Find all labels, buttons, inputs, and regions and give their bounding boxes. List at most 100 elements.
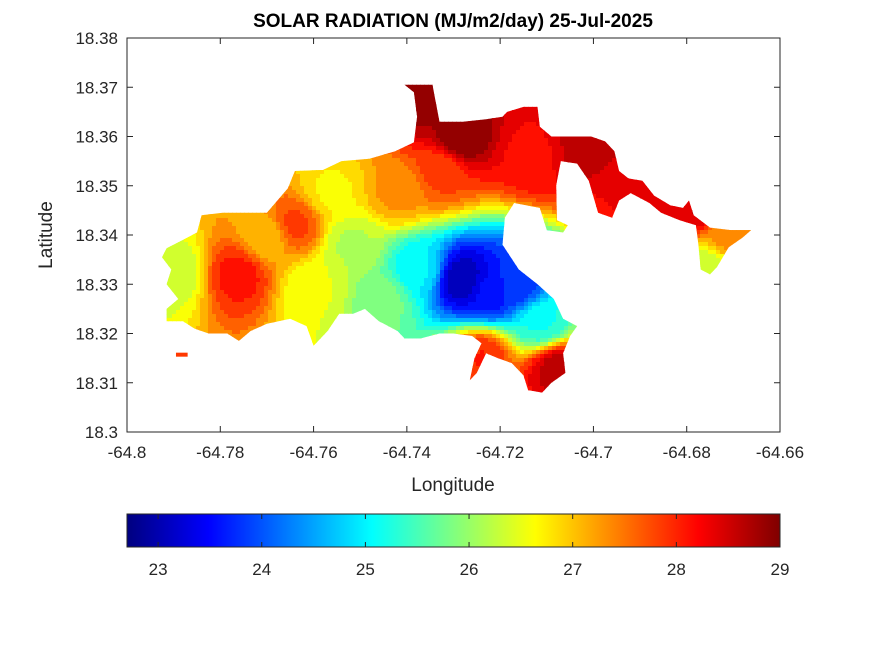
field-cell [524, 130, 529, 135]
field-cell [432, 146, 437, 151]
field-cell [364, 178, 369, 183]
field-cell [536, 114, 541, 119]
field-cell [456, 134, 461, 139]
field-cell [556, 142, 561, 147]
field-cell [536, 178, 541, 183]
field-cell [328, 186, 333, 191]
field-cell [496, 178, 501, 183]
field-cell [428, 150, 433, 155]
field-cell [592, 150, 597, 155]
field-cell [428, 126, 433, 131]
field-cell [432, 142, 437, 147]
field-cell [532, 170, 537, 175]
field-cell [428, 178, 433, 183]
field-cell [436, 170, 441, 175]
field-cell [536, 162, 541, 167]
field-cell [300, 182, 305, 187]
field-cell [428, 182, 433, 187]
field-cell [504, 134, 509, 139]
field-cell [476, 146, 481, 151]
field-cell [440, 182, 445, 187]
field-cell [416, 118, 421, 123]
field-cell [480, 122, 485, 127]
field-cell [596, 174, 601, 179]
field-cell [372, 158, 377, 163]
field-cell [480, 186, 485, 191]
field-cell [320, 170, 325, 175]
field-cell [420, 86, 425, 91]
field-cell [416, 94, 421, 99]
field-cell [556, 154, 561, 159]
field-cell [464, 186, 469, 191]
field-cell [508, 178, 513, 183]
field-cell [400, 158, 405, 163]
field-cell [428, 190, 433, 195]
field-cell [548, 142, 553, 147]
field-cell [504, 170, 509, 175]
field-cell [552, 190, 557, 195]
field-cell [540, 154, 545, 159]
field-cell [436, 162, 441, 167]
field-cell [444, 186, 449, 191]
field-cell [360, 186, 365, 191]
field-cell [384, 174, 389, 179]
field-cell [392, 170, 397, 175]
field-cell [328, 166, 333, 171]
field-cell [412, 142, 417, 147]
field-cell [528, 174, 533, 179]
field-cell [440, 134, 445, 139]
field-cell [540, 150, 545, 155]
field-cell [404, 146, 409, 151]
field-cell [440, 150, 445, 155]
field-cell [460, 186, 465, 191]
field-cell [504, 162, 509, 167]
field-cell [496, 162, 501, 167]
field-cell [356, 158, 361, 163]
field-cell [428, 118, 433, 123]
field-cell [588, 166, 593, 171]
field-cell [536, 182, 541, 187]
field-cell [556, 138, 561, 143]
field-cell [556, 146, 561, 151]
field-cell [460, 174, 465, 179]
field-cell [544, 130, 549, 135]
field-cell [324, 178, 329, 183]
field-cell [464, 182, 469, 187]
field-cell [400, 182, 405, 187]
field-cell [528, 190, 533, 195]
field-cell [420, 106, 425, 111]
field-cell [496, 134, 501, 139]
field-cell [488, 186, 493, 191]
field-cell [512, 114, 517, 119]
field-cell [420, 186, 425, 191]
field-cell [600, 190, 605, 195]
field-cell [416, 84, 421, 87]
field-cell [628, 190, 633, 195]
field-cell [400, 174, 405, 179]
field-cell [492, 142, 497, 147]
field-cell [464, 154, 469, 159]
field-cell [492, 146, 497, 151]
field-cell [404, 190, 409, 195]
field-cell [584, 158, 589, 163]
field-cell [384, 158, 389, 163]
field-cell [368, 178, 373, 183]
field-cell [304, 190, 309, 195]
field-cell [416, 162, 421, 167]
field-cell [492, 182, 497, 187]
field-cell [512, 182, 517, 187]
field-cell [428, 94, 433, 99]
field-cell [464, 134, 469, 139]
field-cell [524, 186, 529, 191]
field-cell [452, 154, 457, 159]
field-cell [528, 138, 533, 143]
field-cell [608, 162, 613, 167]
field-cell [440, 166, 445, 171]
field-cell [516, 182, 521, 187]
field-cell [416, 86, 421, 91]
field-cell [436, 114, 441, 119]
field-cell [504, 178, 509, 183]
field-cell [524, 110, 529, 115]
field-cell [540, 130, 545, 135]
field-cell [628, 186, 633, 191]
